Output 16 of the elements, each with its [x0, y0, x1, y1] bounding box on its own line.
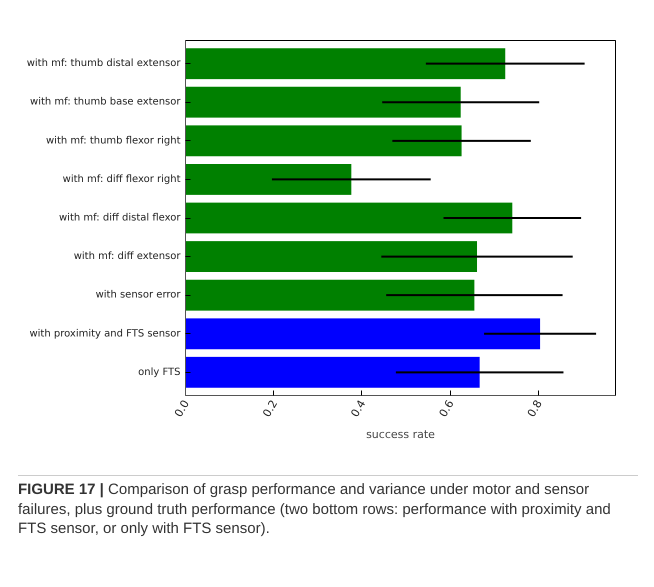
y-tick-label: with mf: thumb distal extensor	[26, 58, 182, 70]
x-tick-label: 0.4	[348, 398, 368, 420]
y-tick-label: with proximity and FTS sensor	[29, 328, 182, 340]
y-tick-label: with mf: thumb base extensor	[30, 96, 182, 108]
x-tick-label: 0.2	[260, 398, 280, 420]
y-tick-label: with mf: thumb flexor right	[46, 135, 181, 146]
x-tick-label: 0.0	[172, 398, 192, 420]
caption: FIGURE 17 | Comparison of grasp performance and variance under motor and sensor failures, plus ground truth performance (two bottom rows: performance with proximity and FTS sensor, or only with FTS sensor).	[18, 480, 612, 538]
x-tick-label: 0.6	[436, 398, 457, 420]
y-tick-label: with mf: diff distal flexor	[59, 212, 182, 224]
y-tick-label: with mf: diff flexor right	[62, 174, 181, 185]
y-tick-label: with sensor error	[96, 290, 182, 301]
x-tick-label: 0.8	[524, 398, 545, 420]
x-axis-title: success rate	[366, 428, 436, 442]
y-tick-label: with mf: diff extensor	[74, 251, 182, 262]
y-tick-label: only FTS	[138, 366, 181, 378]
